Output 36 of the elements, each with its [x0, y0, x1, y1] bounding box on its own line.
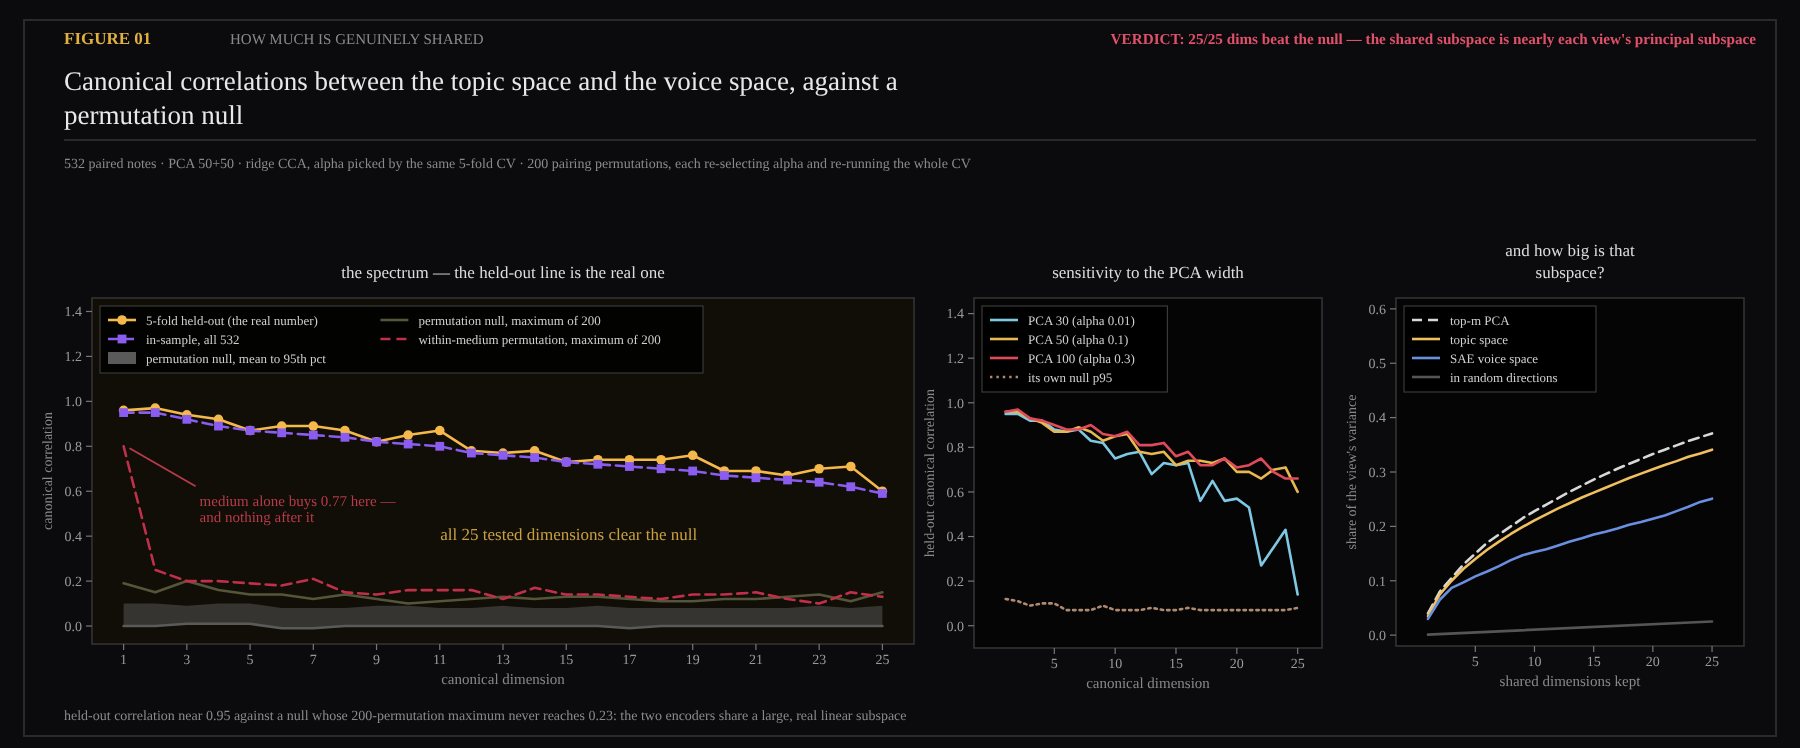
point [845, 461, 856, 472]
point [277, 428, 287, 438]
point [214, 421, 223, 431]
point [814, 463, 824, 474]
caption: FIGURE 01 [64, 28, 152, 48]
point [751, 473, 761, 483]
point [783, 475, 792, 485]
chart-title: sensitivity to the PCA width [1052, 262, 1246, 282]
chart-title: and how big is that subspace? [1505, 240, 1636, 282]
point [814, 477, 824, 487]
point [593, 459, 603, 469]
chart-title: the spectrum — the held-out line is the real one [341, 262, 666, 282]
annotation: all 25 tested dimensions clear the null [440, 524, 699, 545]
point [340, 432, 350, 442]
point [656, 454, 666, 465]
point [656, 464, 666, 474]
point [846, 482, 856, 492]
point [434, 425, 445, 436]
point [719, 471, 729, 480]
text: Canonical correlations between the topic space and the voice space, against a permutation null [64, 66, 898, 130]
line-series [1426, 497, 1714, 621]
point [435, 441, 445, 451]
line-series [1004, 412, 1299, 596]
line-series [122, 444, 884, 605]
point [530, 453, 540, 462]
line-series [122, 579, 884, 605]
line-series [1004, 410, 1299, 494]
point [150, 408, 160, 417]
point [687, 450, 698, 461]
point [403, 439, 413, 449]
point [625, 462, 634, 471]
point [308, 421, 319, 431]
point [403, 430, 413, 440]
point [308, 430, 318, 440]
point [688, 466, 698, 476]
line-series [1004, 408, 1299, 480]
